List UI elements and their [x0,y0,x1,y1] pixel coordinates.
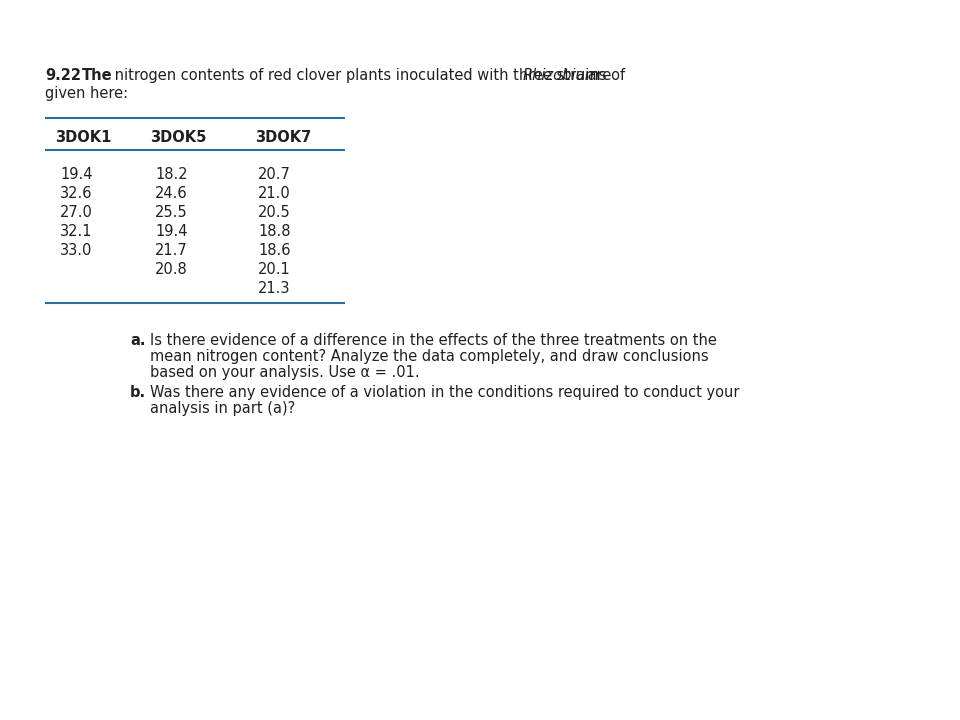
Text: 3DOK7: 3DOK7 [255,130,311,145]
Text: 3DOK5: 3DOK5 [150,130,206,145]
Text: 18.8: 18.8 [258,224,291,239]
Text: 21.7: 21.7 [155,243,188,258]
Text: 21.0: 21.0 [258,186,291,201]
Text: 27.0: 27.0 [60,205,93,220]
Text: Is there evidence of a difference in the effects of the three treatments on the: Is there evidence of a difference in the… [150,333,717,348]
Text: 21.3: 21.3 [258,281,291,296]
Text: 20.8: 20.8 [155,262,188,277]
Text: 18.2: 18.2 [155,167,187,182]
Text: given here:: given here: [45,86,128,101]
Text: b.: b. [130,385,146,400]
Text: 19.4: 19.4 [60,167,92,182]
Text: 18.6: 18.6 [258,243,291,258]
Text: 32.6: 32.6 [60,186,92,201]
Text: a.: a. [130,333,146,348]
Text: mean nitrogen content? Analyze the data completely, and draw conclusions: mean nitrogen content? Analyze the data … [150,349,708,364]
Text: 9.22: 9.22 [45,68,81,83]
Text: based on your analysis. Use α = .01.: based on your analysis. Use α = .01. [150,365,420,380]
Text: 32.1: 32.1 [60,224,92,239]
Text: 25.5: 25.5 [155,205,187,220]
Text: The: The [82,68,112,83]
Text: 24.6: 24.6 [155,186,187,201]
Text: 20.1: 20.1 [258,262,291,277]
Text: Rhizobium: Rhizobium [523,68,600,83]
Text: nitrogen contents of red clover plants inoculated with three strains of: nitrogen contents of red clover plants i… [110,68,630,83]
Text: 20.5: 20.5 [258,205,291,220]
Text: Was there any evidence of a violation in the conditions required to conduct your: Was there any evidence of a violation in… [150,385,739,400]
Text: are: are [583,68,612,83]
Text: 20.7: 20.7 [258,167,291,182]
Text: analysis in part (a)?: analysis in part (a)? [150,401,296,416]
Text: 19.4: 19.4 [155,224,187,239]
Text: 33.0: 33.0 [60,243,92,258]
Text: 3DOK1: 3DOK1 [55,130,111,145]
